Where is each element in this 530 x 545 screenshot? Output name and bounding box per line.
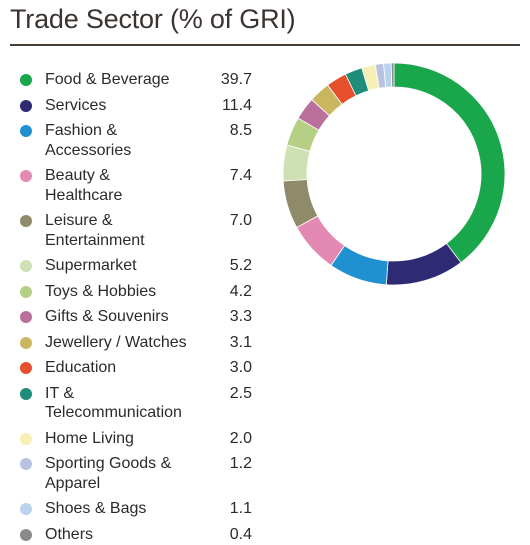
donut-slice-2 [385, 242, 462, 286]
legend-label: Toys & Hobbies [45, 282, 157, 300]
legend-value: 4.2 [229, 282, 252, 300]
legend-label: Fashion & Accessories [45, 122, 132, 159]
legend-value: 3.1 [229, 333, 252, 351]
legend-swatch [20, 432, 32, 445]
legend-swatch [20, 260, 32, 272]
legend-swatch [20, 387, 32, 400]
legend-value: 3.3 [229, 308, 252, 325]
title-divider [10, 44, 520, 46]
legend-label: Jewellery / Watches [45, 333, 187, 351]
legend-item-gifts-souvenirs: Gifts & Souvenirs 3.3 [20, 307, 252, 327]
legend-item-home-living: Home Living 2.0 [20, 429, 252, 449]
legend-value: 1.2 [229, 455, 252, 472]
legend-label: Supermarket [45, 257, 137, 274]
legend-item-fashion-accessories: Fashion & Accessories 8.5 [20, 121, 252, 160]
legend-item-sporting-goods-apparel: Sporting Goods & Apparel 1.2 [20, 454, 252, 493]
legend-item-others: Others 0.4 [20, 525, 252, 545]
legend-label: Others [45, 525, 94, 543]
legend-item-shoes-bags: Shoes & Bags 1.1 [20, 499, 252, 519]
legend-value: 2.5 [229, 384, 252, 402]
legend-value: 11.4 [222, 96, 252, 114]
chart-title: Trade Sector (% of GRI) [10, 4, 296, 34]
legend-label: Services [45, 96, 107, 114]
legend-item-beauty-healthcare: Beauty & Healthcare 7.4 [20, 166, 252, 205]
legend-value: 7.0 [229, 212, 252, 229]
legend-swatch [20, 458, 32, 470]
legend-value: 8.5 [229, 122, 252, 139]
legend-item-supermarket: Supermarket 5.2 [20, 256, 252, 276]
legend-item-jewellery-watches: Jewellery / Watches 3.1 [20, 333, 252, 353]
legend-value: 39.7 [220, 71, 252, 88]
legend-swatch [20, 99, 32, 112]
legend-value: 5.2 [229, 257, 252, 274]
legend: Food & Beverage 39.7 Services 11.4 Fashion… [20, 70, 252, 544]
legend-item-education: Education 3.0 [20, 358, 252, 378]
legend-swatch [20, 311, 32, 323]
donut-chart [282, 62, 506, 286]
legend-item-it-telecommunication: IT & Telecommunication 2.5 [20, 384, 252, 423]
legend-swatch [20, 362, 32, 374]
legend-value: 0.4 [229, 525, 252, 543]
legend-label: Sporting Goods & Apparel [45, 455, 172, 492]
legend-swatch [20, 170, 32, 182]
legend-label: Home Living [45, 429, 134, 447]
legend-swatch [20, 528, 32, 541]
legend-label: Leisure & Entertainment [45, 212, 145, 249]
legend-value: 1.1 [229, 500, 252, 517]
legend-label: Beauty & Healthcare [45, 167, 123, 204]
donut-slice-1 [393, 62, 506, 264]
donut-slice-15 [390, 62, 395, 88]
legend-label: Food & Beverage [45, 71, 170, 88]
legend-item-food-beverage: Food & Beverage 39.7 [20, 70, 252, 90]
legend-label: IT & Telecommunication [45, 384, 182, 422]
legend-swatch [20, 336, 32, 349]
legend-swatch [20, 74, 32, 86]
legend-label: Education [45, 359, 117, 376]
legend-label: Shoes & Bags [45, 500, 147, 517]
legend-swatch [20, 215, 32, 227]
legend-item-toys-hobbies: Toys & Hobbies 4.2 [20, 282, 252, 302]
legend-swatch [20, 125, 32, 137]
legend-value: 7.4 [229, 167, 252, 184]
legend-swatch [20, 285, 32, 298]
legend-value: 2.0 [229, 429, 252, 447]
legend-item-services: Services 11.4 [20, 96, 252, 116]
legend-item-leisure-entertainment: Leisure & Entertainment 7.0 [20, 211, 252, 250]
legend-swatch [20, 503, 32, 515]
legend-label: Gifts & Souvenirs [45, 308, 169, 325]
legend-value: 3.0 [229, 359, 252, 376]
